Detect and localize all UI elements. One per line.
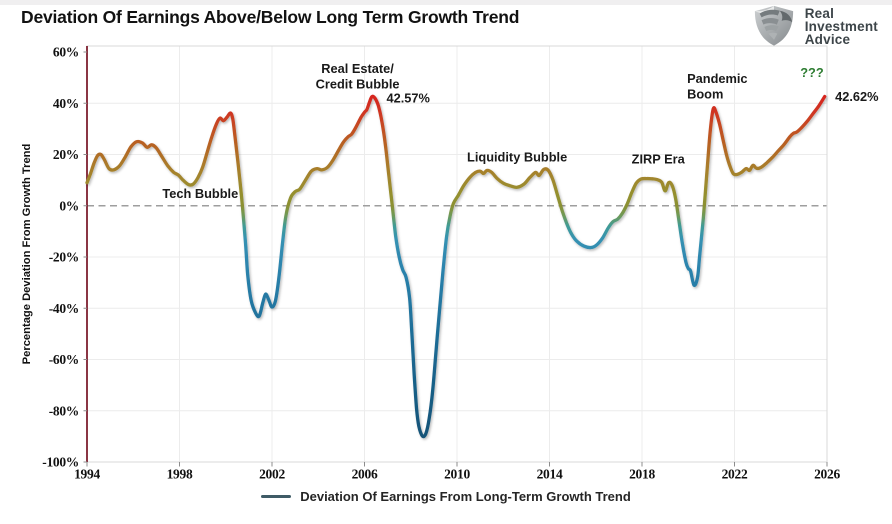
y-axis-title: Percentage Deviation From Growth Trend (21, 143, 33, 364)
x-tick-label: 2022 (722, 467, 748, 482)
y-tick-label: -60% (49, 352, 79, 367)
eagle-shield-icon (754, 5, 793, 46)
top-window-strip (0, 0, 892, 5)
y-tick-label: 20% (53, 147, 79, 162)
annotation-pandemic-boom: Pandemic (687, 71, 747, 86)
x-tick-label: 1998 (167, 467, 193, 482)
x-tick-label: 2026 (814, 467, 840, 482)
x-tick-label: 2018 (629, 467, 655, 482)
y-tick-label: 0% (59, 198, 79, 213)
annotation-real-estate-credit-bubble: Real Estate/ (321, 61, 394, 76)
legend-label: Deviation Of Earnings From Long-Term Gro… (300, 489, 631, 504)
x-tick-label: 2002 (259, 467, 285, 482)
legend-line-swatch (261, 494, 292, 499)
annotation-tech-bubble: Tech Bubble (162, 186, 238, 201)
annotation-pandemic-boom: Boom (687, 87, 723, 102)
x-tick-label: 2014 (537, 467, 563, 482)
annotation-liquidity-bubble: Liquidity Bubble (467, 149, 567, 164)
logo-line-advice: Advice (804, 31, 851, 47)
y-tick-label: 40% (53, 96, 79, 111)
annotation-end-value-label: 42.62% (835, 89, 879, 104)
y-tick-label: -100% (42, 455, 79, 470)
y-tick-label: 60% (53, 45, 79, 60)
y-tick-label: -20% (49, 250, 79, 265)
x-tick-label: 2006 (352, 467, 378, 482)
x-tick-label: 1994 (74, 467, 100, 482)
annotation-zirp-era: ZIRP Era (632, 151, 686, 166)
earnings-deviation-line (85, 94, 827, 439)
ria-logo-wordmark: Real Investment Advice (804, 5, 878, 47)
annotation-peak-2006-value: 42.57% (386, 90, 430, 105)
y-tick-label: -40% (49, 301, 79, 316)
y-tick-label: -80% (49, 403, 79, 418)
annotation-question-marks: ??? (800, 65, 824, 80)
annotation-real-estate-credit-bubble: Credit Bubble (316, 77, 400, 92)
chart-legend: Deviation Of Earnings From Long-Term Gro… (0, 489, 892, 504)
logo-line-real: Real (804, 5, 835, 21)
chart-title: Deviation Of Earnings Above/Below Long T… (21, 7, 520, 27)
logo-line-investment: Investment (804, 18, 878, 34)
x-tick-label: 2010 (444, 467, 470, 482)
ria-logo: Real Investment Advice (750, 4, 878, 48)
